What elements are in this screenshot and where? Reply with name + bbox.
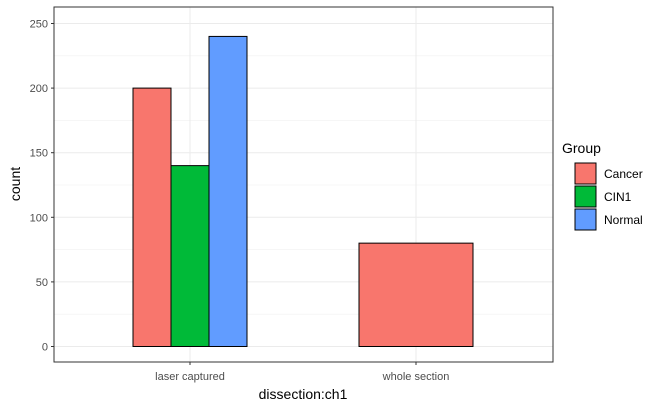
y-tick-label: 250	[30, 19, 48, 31]
y-tick-label: 0	[42, 342, 48, 354]
bars	[132, 35, 474, 347]
x-axis-ticks: laser captured whole section	[155, 362, 449, 383]
legend-label: CIN1	[604, 190, 632, 204]
plot-border	[53, 6, 554, 363]
bar-normal-laser-captured	[208, 35, 248, 347]
legend-key-cancer	[574, 162, 597, 185]
legend-key-normal	[574, 208, 597, 231]
x-axis-title: dissection:ch1	[259, 386, 348, 402]
legend-label: Normal	[604, 213, 643, 227]
y-tick-label: 50	[36, 277, 48, 289]
legend-title: Group	[562, 140, 601, 156]
plot-panel	[54, 7, 553, 362]
legend-key-cin1	[574, 185, 597, 208]
bar-cancer-whole-section	[358, 242, 474, 347]
y-tick-label: 200	[30, 83, 48, 95]
x-tick-label: whole section	[382, 371, 450, 383]
y-tick-label: 150	[30, 148, 48, 160]
bar-cin1-laser-captured	[170, 165, 210, 347]
y-axis-title: count	[7, 167, 23, 201]
bar-cancer-laser-captured	[132, 87, 172, 347]
legend-label: Cancer	[604, 167, 643, 181]
y-tick-label: 100	[30, 212, 48, 224]
legend: Group Cancer CIN1 Normal	[562, 140, 643, 231]
y-axis-ticks: 0 50 100 150 200 250	[30, 19, 54, 354]
x-tick-label: laser captured	[155, 371, 225, 383]
